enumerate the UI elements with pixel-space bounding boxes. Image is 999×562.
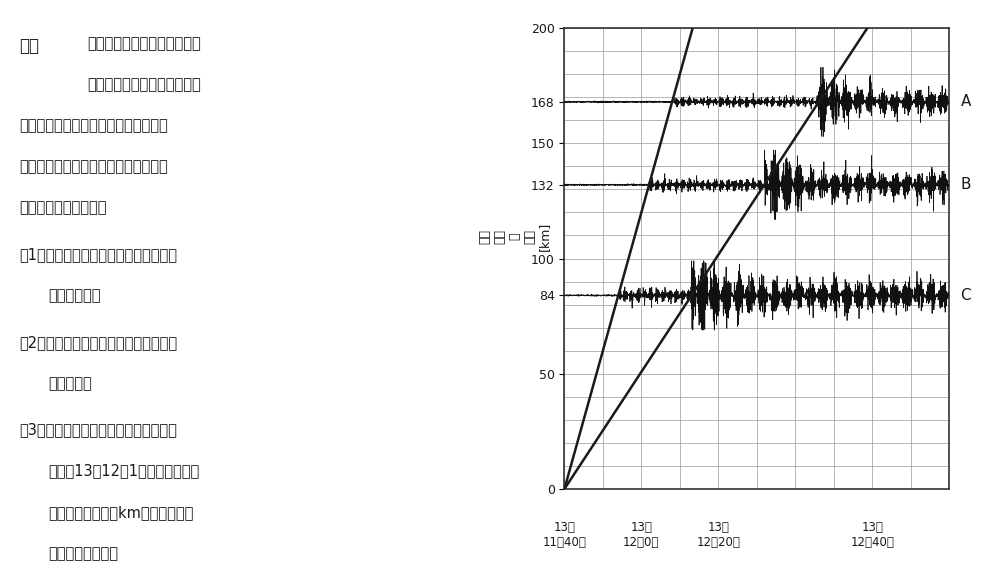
Text: A: A (961, 94, 971, 110)
Text: 点Ｄは震源から何kmの距離にある: 点Ｄは震源から何kmの距離にある (48, 505, 194, 520)
Text: 錄をまとめたものである。この地域の: 錄をまとめたものである。この地域の (19, 119, 168, 134)
Text: は何秒か。: は何秒か。 (48, 376, 92, 391)
Text: 13時
12分40秒: 13時 12分40秒 (850, 521, 894, 549)
Text: （3）この地震で，地点Ｄが揺れ始めた: （3）この地震で，地点Ｄが揺れ始めた (19, 423, 177, 438)
Text: 右の図は，ある地震における: 右の図は，ある地震における (87, 37, 201, 52)
Text: （2）地点Ａにおける初期微動継続時間: （2）地点Ａにおける初期微動継続時間 (19, 335, 178, 350)
Text: C: C (961, 288, 971, 303)
Text: 問２: 問２ (19, 37, 39, 55)
Text: のは，13時12分1秒であった。地: のは，13時12分1秒であった。地 (48, 464, 200, 479)
Text: 13時
12分20秒: 13時 12分20秒 (696, 521, 740, 549)
Text: 各問いに答えなさい。: 各問いに答えなさい。 (19, 201, 107, 216)
Text: 何分何秒か。: 何分何秒か。 (48, 288, 101, 303)
Text: （1）この地震が発生した時刻は，何時: （1）この地震が発生した時刻は，何時 (19, 247, 178, 262)
Text: 13時
11分40秒: 13時 11分40秒 (542, 521, 586, 549)
Text: 地盤の性質は一様であるとして，次の: 地盤の性質は一様であるとして，次の (19, 160, 168, 175)
Text: 震源
から
の
距離
[km]: 震源 から の 距離 [km] (478, 221, 551, 251)
Text: B: B (961, 177, 971, 192)
Text: 13時
12分0秒: 13時 12分0秒 (623, 521, 659, 549)
Text: と考えられるか。: と考えられるか。 (48, 546, 119, 561)
Text: ３地点Ａ～Ｃでの地震計の記: ３地点Ａ～Ｃでの地震計の記 (87, 78, 201, 93)
